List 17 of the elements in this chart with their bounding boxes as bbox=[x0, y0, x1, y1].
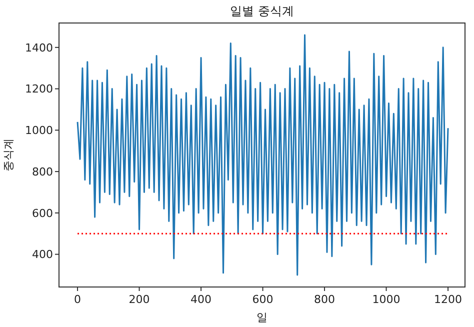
x-tick-label: 400 bbox=[190, 293, 212, 306]
y-axis-title: 중식계 bbox=[2, 138, 15, 172]
y-tick-label: 1200 bbox=[25, 82, 53, 96]
x-tick-label: 1200 bbox=[434, 293, 462, 306]
x-tick-label: 200 bbox=[128, 293, 150, 306]
y-tick-label: 800 bbox=[32, 165, 53, 178]
y-tick-label: 400 bbox=[32, 248, 53, 262]
chart-title: 일별 중식계 bbox=[230, 4, 294, 18]
y-tick-label: 1400 bbox=[25, 41, 53, 54]
x-tick-label: 800 bbox=[314, 293, 336, 306]
line-series bbox=[76, 34, 449, 276]
x-tick-label: 600 bbox=[252, 293, 274, 306]
x-axis-title: 일 bbox=[256, 311, 268, 324]
x-tick-label: 1000 bbox=[372, 293, 400, 306]
y-tick-label: 600 bbox=[32, 206, 53, 220]
y-tick-label: 1000 bbox=[25, 124, 53, 138]
x-tick-label: 0 bbox=[74, 293, 82, 306]
